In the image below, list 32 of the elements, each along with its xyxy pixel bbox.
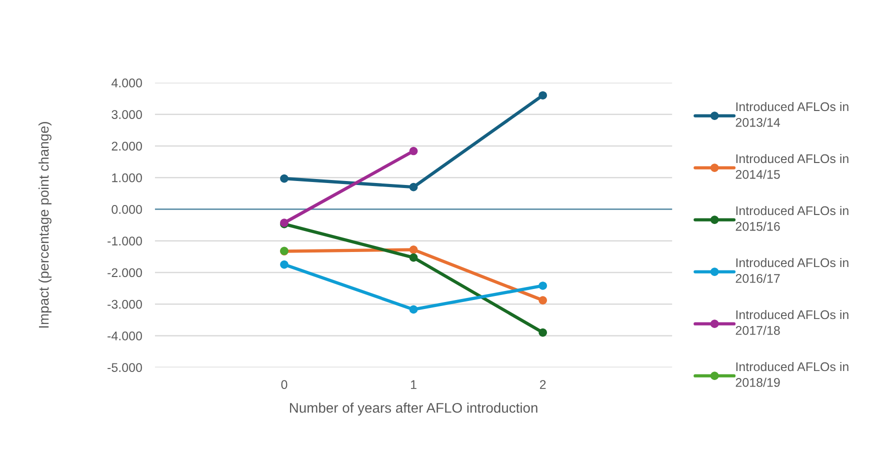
point <box>409 305 418 314</box>
point <box>280 174 288 183</box>
y-tick-label: -1.000 <box>108 236 142 246</box>
y-tick-label: 4.000 <box>111 78 142 88</box>
legend-label: Introduced AFLOs in 2015/16 <box>736 206 848 231</box>
y-tick-label: -2.000 <box>108 268 142 278</box>
legend-label: Introduced AFLOs in 2013/14 <box>736 102 848 127</box>
x-axis-title: Number of years after AFLO introduction <box>290 402 538 416</box>
x-tick-label: 2 <box>540 380 546 389</box>
legend-label: Introduced AFLOs in 2018/19 <box>736 362 848 387</box>
y-axis-title: Impact (percentage point change) <box>38 122 52 328</box>
point <box>538 296 547 304</box>
y-tick-label: 2.000 <box>112 142 142 151</box>
point <box>409 182 418 192</box>
x-tick-label: 1 <box>411 380 416 389</box>
point <box>280 260 288 269</box>
point <box>409 246 418 254</box>
x-tick-label: 0 <box>281 380 288 389</box>
y-tick-label: 1.000 <box>112 173 142 182</box>
point <box>538 328 547 337</box>
point <box>538 282 547 290</box>
legend-label: Introduced AFLOs in 2017/18 <box>736 310 848 335</box>
y-tick-label: -4.000 <box>108 331 142 340</box>
point <box>538 91 547 100</box>
legend-label: Introduced AFLOs in 2016/17 <box>736 258 848 283</box>
legend-label: Introduced AFLOs in 2014/15 <box>736 154 848 179</box>
point <box>409 253 418 262</box>
y-tick-label: 3.000 <box>112 110 142 119</box>
y-tick-label: 0.000 <box>112 205 142 214</box>
y-tick-label: -5.000 <box>108 363 142 372</box>
y-tick-label: -3.000 <box>108 300 142 309</box>
point <box>409 146 418 156</box>
